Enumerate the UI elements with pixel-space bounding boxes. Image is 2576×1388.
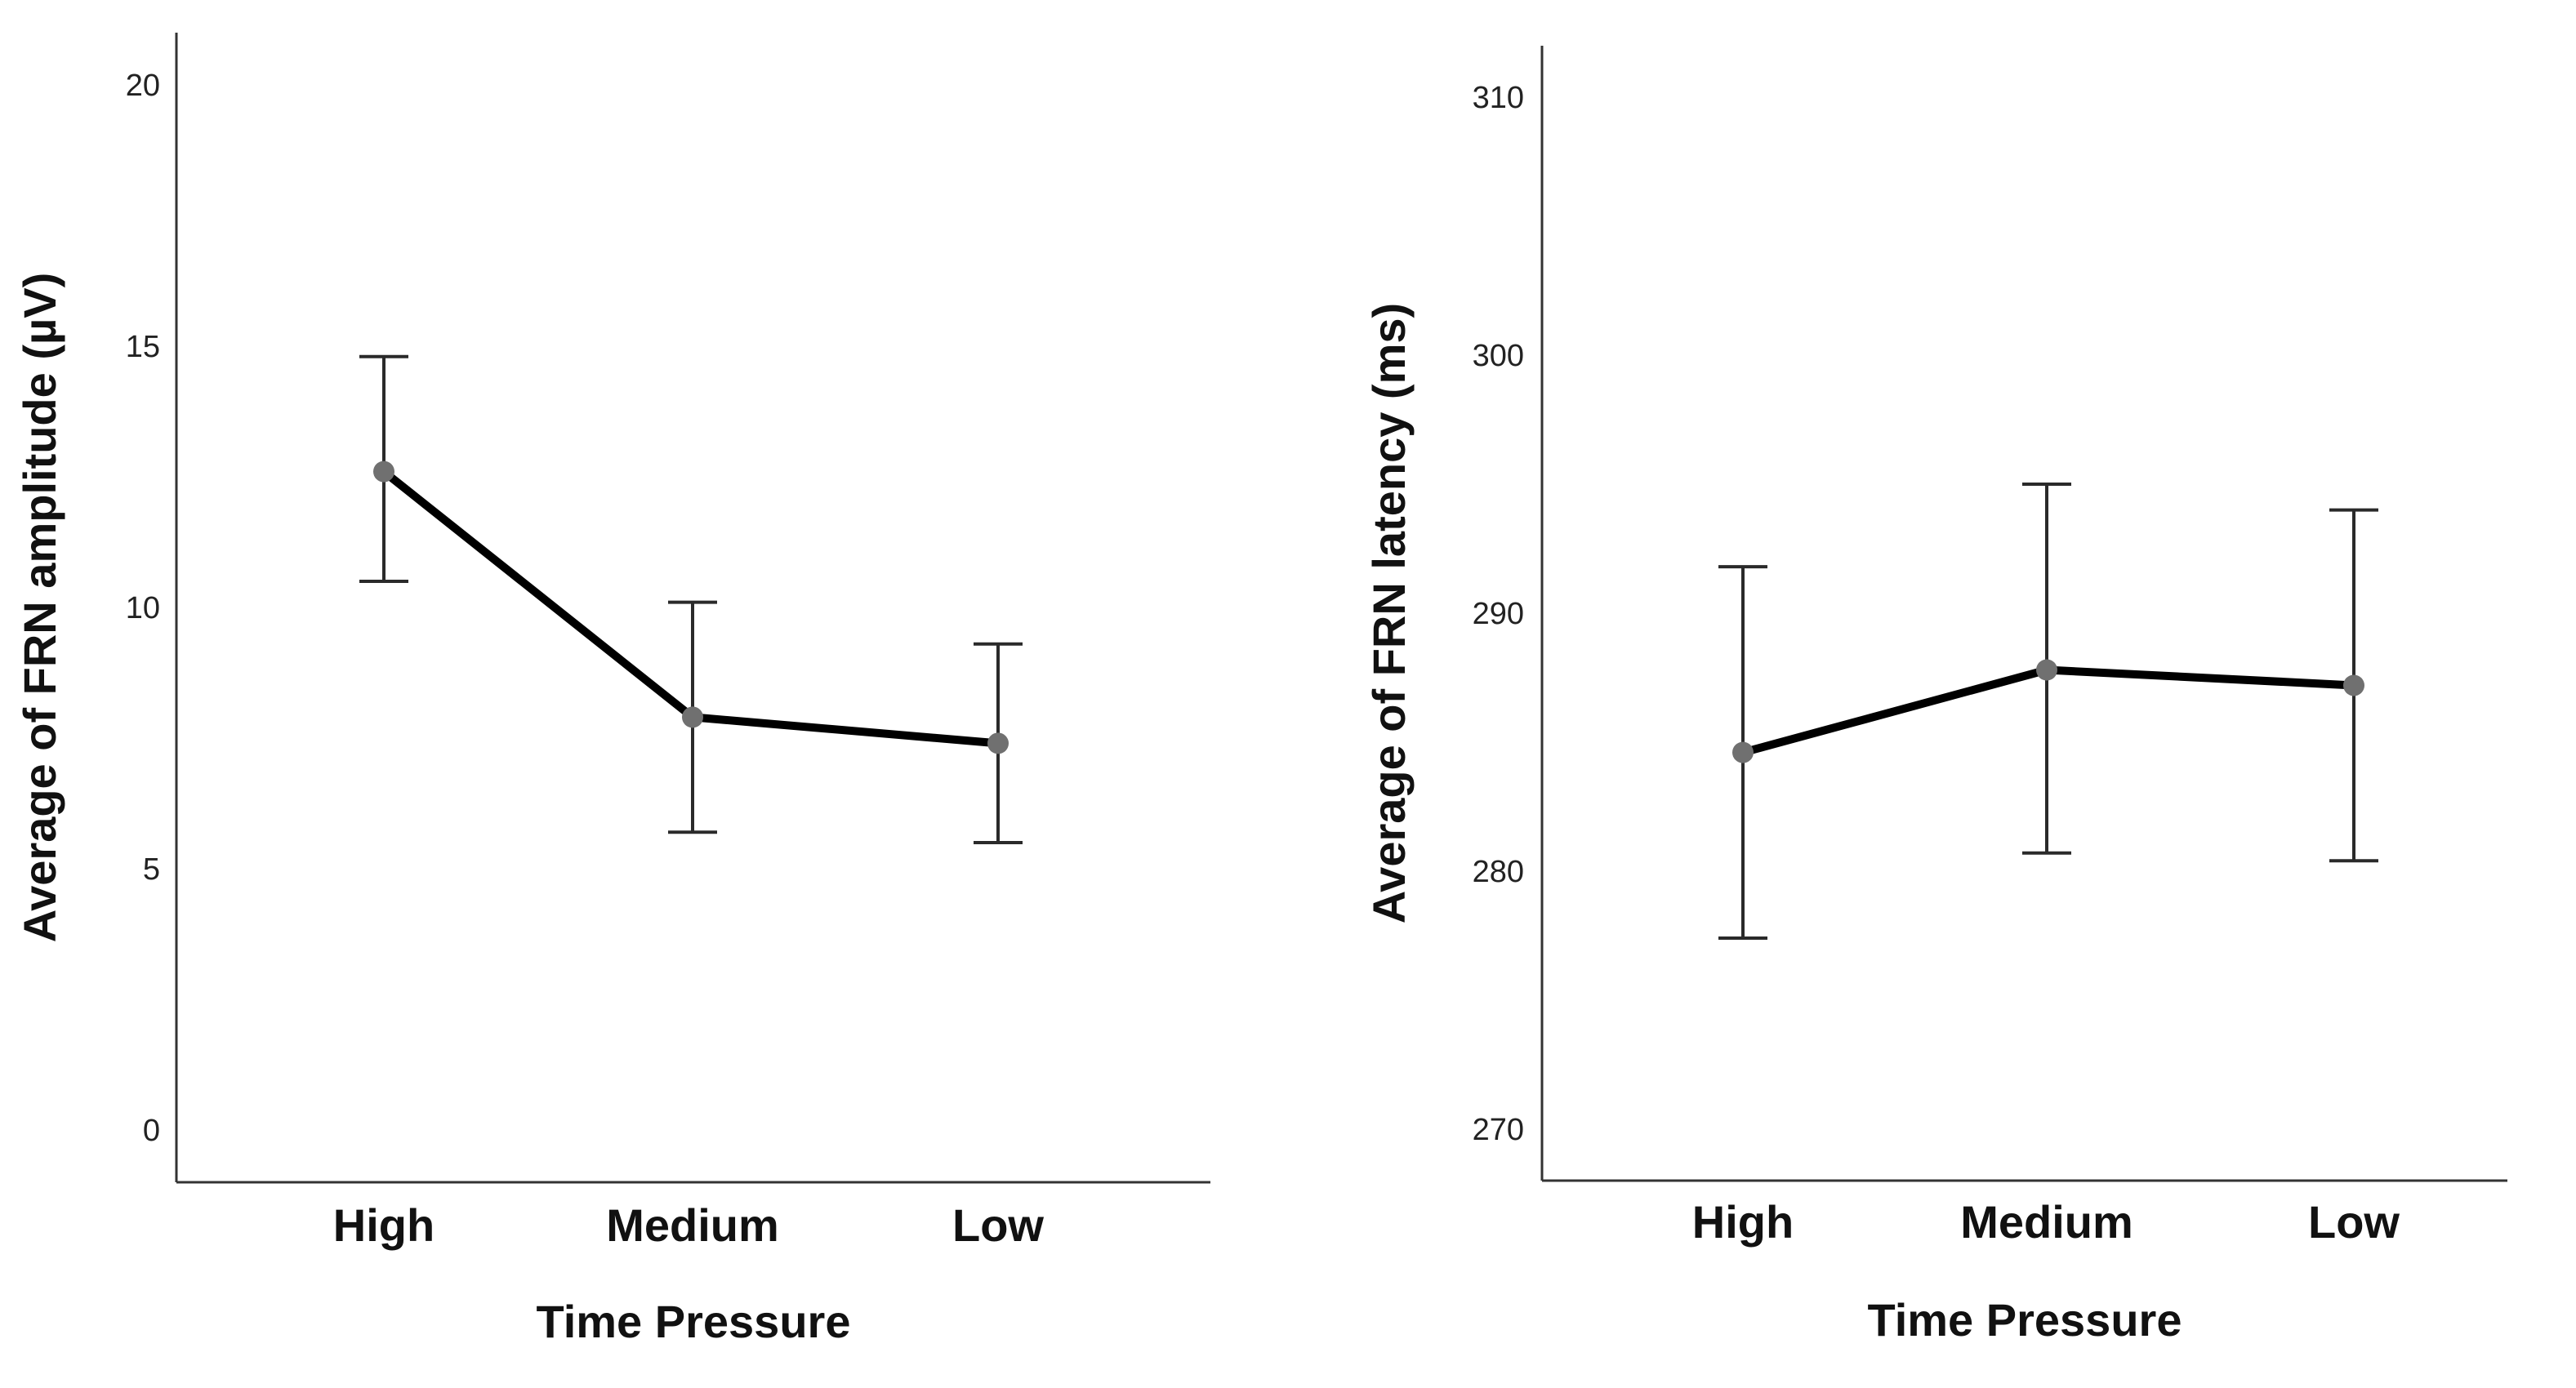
chart-frn-amplitude: 0 5 10 15 20 High Medium Low Time Pressure Averag… [14, 33, 1210, 1347]
x-category-label: Medium [606, 1199, 779, 1251]
x-category-label: Medium [1960, 1196, 2133, 1248]
y-tick-label: 290 [1473, 597, 1524, 631]
y-tick-label: 5 [143, 852, 160, 887]
y-tick-label: 20 [126, 69, 160, 103]
y-tick-label: 10 [126, 591, 160, 625]
y-tick-label: 15 [126, 330, 160, 364]
data-point [373, 460, 394, 483]
data-point [1732, 741, 1754, 763]
chart-frn-latency: 270 280 290 300 310 High Medium Low Time Pressur… [1363, 46, 2507, 1346]
y-tick-label: 0 [143, 1114, 160, 1148]
y-axis-title: Average of FRN latency (ms) [1363, 303, 1415, 923]
x-axis-title: Time Pressure [1868, 1294, 2182, 1346]
data-point [2343, 674, 2364, 696]
data-point [682, 706, 703, 728]
y-tick-label: 310 [1473, 81, 1524, 115]
y-axis-title: Average of FRN amplitude (µV) [14, 273, 65, 943]
y-tick-label: 300 [1473, 339, 1524, 373]
y-tick-label: 270 [1473, 1113, 1524, 1147]
x-axis-title: Time Pressure [537, 1296, 851, 1347]
x-category-label: High [333, 1199, 435, 1251]
y-tick-label: 280 [1473, 855, 1524, 889]
data-point [2036, 659, 2057, 681]
x-category-label: High [1692, 1196, 1794, 1248]
x-category-label: Low [2308, 1196, 2400, 1248]
x-category-label: Low [952, 1199, 1044, 1251]
data-point [987, 732, 1009, 754]
